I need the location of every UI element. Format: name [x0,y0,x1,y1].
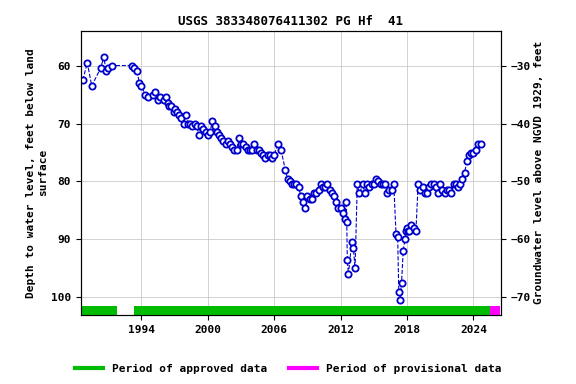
Title: USGS 383348076411302 PG Hf  41: USGS 383348076411302 PG Hf 41 [179,15,403,28]
Bar [490,306,500,315]
Y-axis label: Groundwater level above NGVD 1929, feet: Groundwater level above NGVD 1929, feet [534,41,544,305]
Legend: Period of approved data, Period of provisional data: Period of approved data, Period of provi… [70,359,506,379]
Y-axis label: Depth to water level, feet below land
surface: Depth to water level, feet below land su… [26,48,48,298]
Bar [134,306,490,315]
Bar [82,306,117,315]
